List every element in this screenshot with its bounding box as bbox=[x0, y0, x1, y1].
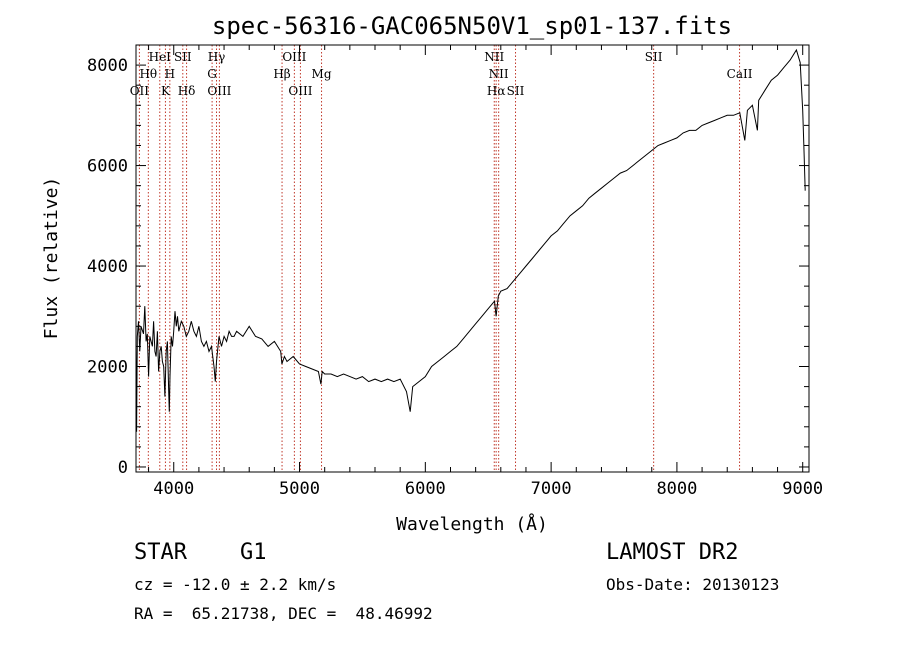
x-axis-ticks: 4000 5000 6000 7000 8000 9000 bbox=[148, 45, 823, 499]
line-marker-label: NII bbox=[484, 50, 504, 64]
line-marker-label: Hδ bbox=[178, 84, 196, 98]
y-tick-label: 8000 bbox=[87, 56, 128, 76]
line-marker-label: Hγ bbox=[208, 50, 226, 64]
line-marker-label: OIII bbox=[207, 84, 231, 98]
ra-dec-coordinates: RA = 65.21738, DEC = 48.46992 bbox=[134, 604, 433, 623]
x-tick-label: 6000 bbox=[405, 479, 446, 499]
line-marker-label: Mg bbox=[312, 67, 332, 81]
survey-name: LAMOST DR2 bbox=[606, 540, 739, 565]
plot-frame bbox=[135, 44, 810, 473]
line-marker-label: SII bbox=[507, 84, 525, 98]
line-marker-label: H bbox=[165, 67, 175, 81]
observation-date: Obs-Date: 20130123 bbox=[606, 575, 780, 594]
y-tick-label: 0 bbox=[118, 458, 128, 478]
line-marker-label: Hβ bbox=[273, 67, 290, 81]
line-marker-label: Hθ bbox=[139, 67, 157, 81]
line-marker-label: OIII bbox=[282, 50, 306, 64]
line-marker-label: K bbox=[161, 84, 171, 98]
y-tick-label: 4000 bbox=[87, 257, 128, 277]
line-marker-label: Hα bbox=[487, 84, 506, 98]
line-marker-label: OII bbox=[130, 84, 150, 98]
line-markers bbox=[138, 45, 741, 472]
redshift-cz: cz = -12.0 ± 2.2 km/s bbox=[134, 575, 337, 594]
line-marker-label: NII bbox=[489, 67, 509, 81]
x-tick-label: 8000 bbox=[656, 479, 697, 499]
line-marker-label: HeI bbox=[149, 50, 172, 64]
object-subclass: G1 bbox=[240, 540, 267, 565]
line-marker-label: SII bbox=[645, 50, 663, 64]
object-type: STAR bbox=[134, 540, 187, 565]
chart-title: spec-56316-GAC065N50V1_sp01-137.fits bbox=[212, 12, 732, 40]
line-marker-label: G bbox=[207, 67, 217, 81]
line-marker-label: CaII bbox=[727, 67, 753, 81]
y-axis-label: Flux (relative) bbox=[41, 177, 62, 340]
y-tick-label: 6000 bbox=[87, 157, 128, 177]
y-axis-ticks: 0 2000 4000 6000 8000 bbox=[87, 56, 809, 478]
spectrum-line bbox=[135, 48, 806, 432]
line-marker-label: SII bbox=[174, 50, 192, 64]
x-tick-label: 7000 bbox=[531, 479, 572, 499]
x-tick-label: 5000 bbox=[279, 479, 320, 499]
x-tick-label: 9000 bbox=[782, 479, 823, 499]
x-tick-label: 4000 bbox=[153, 479, 194, 499]
y-tick-label: 2000 bbox=[87, 358, 128, 378]
line-marker-label: OIII bbox=[288, 84, 312, 98]
x-axis-label: Wavelength (Å) bbox=[396, 513, 548, 535]
line-marker-labels: OIIHθHeIKHSIIHδHγGOIIIHβOIIIOIIIMgNIINII… bbox=[130, 50, 753, 98]
